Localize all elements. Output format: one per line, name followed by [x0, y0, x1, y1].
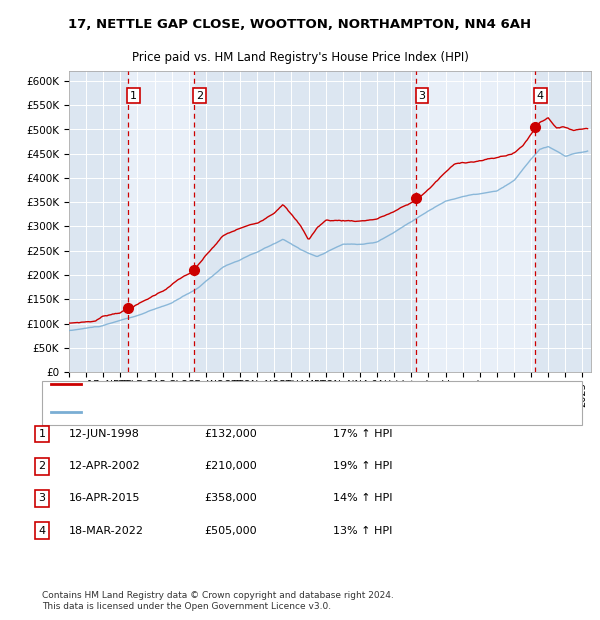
Text: 2: 2 [196, 91, 203, 100]
Bar [128, 71, 194, 372]
Text: 13% ↑ HPI: 13% ↑ HPI [333, 526, 392, 536]
Text: 17, NETTLE GAP CLOSE, WOOTTON, NORTHAMPTON, NN4 6AH: 17, NETTLE GAP CLOSE, WOOTTON, NORTHAMPT… [68, 19, 532, 32]
Text: 2: 2 [38, 461, 46, 471]
Text: £505,000: £505,000 [204, 526, 257, 536]
Text: HPI: Average price, detached house, West Northamptonshire: HPI: Average price, detached house, West… [87, 407, 384, 417]
Text: £358,000: £358,000 [204, 494, 257, 503]
Text: Contains HM Land Registry data © Crown copyright and database right 2024.
This d: Contains HM Land Registry data © Crown c… [42, 591, 394, 611]
Text: £132,000: £132,000 [204, 429, 257, 439]
Text: 4: 4 [537, 91, 544, 100]
Bar [416, 71, 535, 372]
Text: Price paid vs. HM Land Registry's House Price Index (HPI): Price paid vs. HM Land Registry's House … [131, 51, 469, 63]
Text: 18-MAR-2022: 18-MAR-2022 [69, 526, 144, 536]
Text: 1: 1 [38, 429, 46, 439]
Text: 3: 3 [38, 494, 46, 503]
Text: 12-JUN-1998: 12-JUN-1998 [69, 429, 140, 439]
Text: 1: 1 [130, 91, 137, 100]
Text: 17% ↑ HPI: 17% ↑ HPI [333, 429, 392, 439]
Text: 4: 4 [38, 526, 46, 536]
Text: 17, NETTLE GAP CLOSE, WOOTTON, NORTHAMPTON, NN4 6AH (detached house): 17, NETTLE GAP CLOSE, WOOTTON, NORTHAMPT… [87, 379, 481, 389]
Text: 19% ↑ HPI: 19% ↑ HPI [333, 461, 392, 471]
Text: 3: 3 [418, 91, 425, 100]
Text: 12-APR-2002: 12-APR-2002 [69, 461, 141, 471]
Text: 16-APR-2015: 16-APR-2015 [69, 494, 140, 503]
Text: £210,000: £210,000 [204, 461, 257, 471]
Text: 14% ↑ HPI: 14% ↑ HPI [333, 494, 392, 503]
